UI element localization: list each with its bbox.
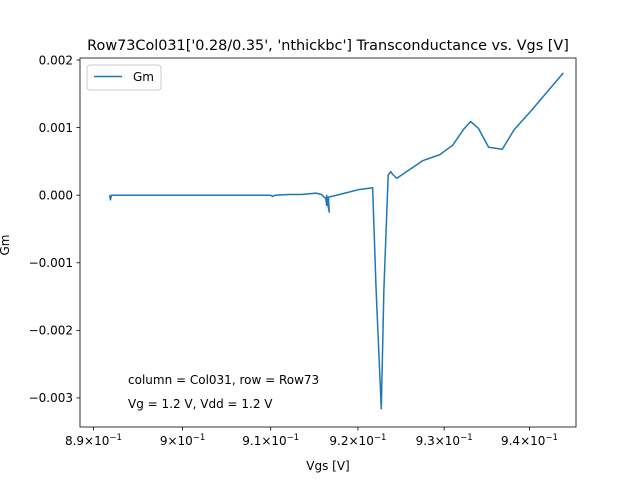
y-tick-label: 0.001 xyxy=(39,121,73,135)
x-axis: 8.9×10−1 9×10−1 9.1×10−1 9.2×10−1 9.3×10−1 9.… xyxy=(65,427,558,448)
y-axis: 0.002 0.001 0.000 −0.001 −0.002 −0.003 xyxy=(29,53,80,405)
y-tick-label: 0.000 xyxy=(39,188,73,202)
x-tick-label: 9.1×10−1 xyxy=(242,433,299,448)
series-line-gm xyxy=(108,72,564,410)
y-tick-label: −0.002 xyxy=(29,324,73,338)
x-tick-label: 8.9×10−1 xyxy=(65,433,122,448)
series-layer xyxy=(108,72,564,410)
chart-title: Row73Col031['0.28/0.35', 'nthickbc'] Tra… xyxy=(87,38,569,54)
x-tick-label: 9.4×10−1 xyxy=(501,433,558,448)
plot-area xyxy=(79,57,577,428)
axes-frame xyxy=(79,57,577,428)
x-tick-label: 9.3×10−1 xyxy=(416,433,473,448)
legend-frame xyxy=(86,64,162,91)
x-axis-label: Vgs [V] xyxy=(306,459,349,473)
legend: Gm xyxy=(86,64,162,91)
annotation-column-row: column = Col031, row = Row73 xyxy=(128,373,319,387)
y-tick-label: −0.003 xyxy=(29,391,73,405)
x-tick-label: 9.2×10−1 xyxy=(329,433,386,448)
y-tick-label: 0.002 xyxy=(39,53,73,67)
legend-label-gm: Gm xyxy=(133,70,154,84)
annotation-voltages: Vg = 1.2 V, Vdd = 1.2 V xyxy=(128,397,273,411)
y-tick-label: −0.001 xyxy=(29,256,73,270)
y-axis-label: Gm xyxy=(0,235,12,256)
